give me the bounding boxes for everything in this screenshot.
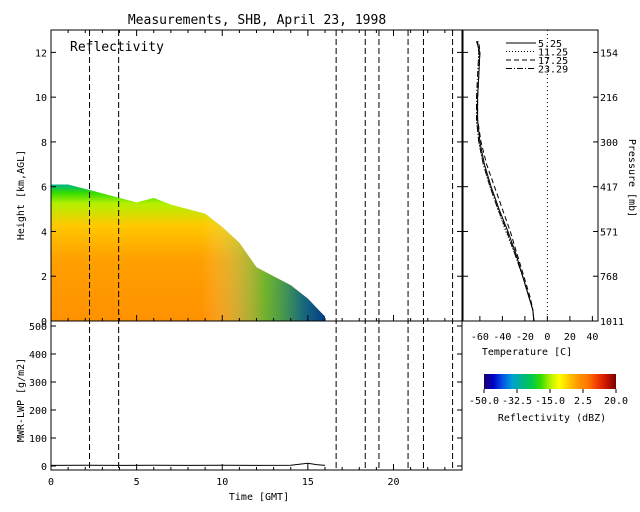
chart-title: Measurements, SHB, April 23, 1998 xyxy=(128,13,386,28)
y-tick-label: 10 xyxy=(35,93,47,104)
temp-profile-line xyxy=(476,41,535,322)
colorbar-tick-label: 2.5 xyxy=(574,396,592,407)
reflectivity-plot: 0 2 4 6 8 10 12 xyxy=(35,29,463,470)
colorbar-tick-label: -32.5 xyxy=(502,396,532,407)
y-tick-label: 12 xyxy=(35,48,47,59)
panel-label: Reflectivity xyxy=(70,40,164,55)
temp-profile-line xyxy=(476,41,535,322)
colorbar: -50.0 -32.5 -15.0 2.5 20.0 xyxy=(469,374,628,407)
y-tick-label: 6 xyxy=(41,183,47,194)
lwp-frame xyxy=(50,320,463,471)
lwp-y-tick-label: 400 xyxy=(29,350,47,361)
x-tick-label: 5 xyxy=(134,477,140,488)
pressure-tick-label: 417 xyxy=(600,183,618,194)
temp-profile-line xyxy=(475,41,535,322)
pressure-tick-label: 571 xyxy=(600,227,618,238)
colorbar-tick-label: 20.0 xyxy=(604,396,628,407)
legend-entry: 5.25 xyxy=(538,39,562,50)
temp-tick-label: 0 xyxy=(544,332,550,343)
lwp-y-tick-label: 200 xyxy=(29,406,47,417)
temp-tick-label: -60 xyxy=(471,332,489,343)
colorbar-strip xyxy=(484,374,616,389)
temp-x-axis-label: Temperature [C] xyxy=(482,347,572,358)
colorbar-label: Reflectivity (dBZ) xyxy=(498,413,606,424)
legend-entry: 11.25 xyxy=(538,48,568,59)
echo-edge xyxy=(51,184,325,321)
pressure-tick-label: 300 xyxy=(600,138,618,149)
x-tick-label: 20 xyxy=(387,477,399,488)
lwp-y-tick-label: 300 xyxy=(29,378,47,389)
lwp-y-tick-label: 500 xyxy=(29,322,47,333)
lwp-y-axis-label: MWR-LWP [g/m2] xyxy=(16,358,27,442)
temp-frame xyxy=(462,29,599,322)
colorbar-tick-label: -15.0 xyxy=(535,396,565,407)
pressure-tick-label: 216 xyxy=(600,93,618,104)
temp-profile-line xyxy=(477,41,535,322)
temp-tick-label: -40 xyxy=(493,332,511,343)
x-tick-label: 15 xyxy=(302,477,314,488)
y-tick-label: 8 xyxy=(41,138,47,149)
main-y-axis-label: Height [km,AGL] xyxy=(16,150,27,240)
x-tick-label: 0 xyxy=(48,477,54,488)
temperature-profile-plot: 154 216 300 417 571 768 1011 -60 -40 -20 0 20 40 5.25… xyxy=(462,29,624,343)
lwp-y-tick-label: 100 xyxy=(29,434,47,445)
pressure-tick-label: 154 xyxy=(600,48,618,59)
legend-entry: 17.25 xyxy=(538,56,568,67)
pressure-tick-label: 768 xyxy=(600,272,618,283)
colorbar-tick-label: -50.0 xyxy=(469,396,499,407)
y-tick-label: 0 xyxy=(41,317,47,328)
temp-tick-label: -20 xyxy=(516,332,534,343)
legend-entry: 23.29 xyxy=(538,65,568,76)
lwp-series-line xyxy=(50,462,326,466)
x-tick-label: 10 xyxy=(216,477,228,488)
y-tick-label: 2 xyxy=(41,272,47,283)
temp-tick-label: 20 xyxy=(564,332,576,343)
x-axis-label: Time [GMT] xyxy=(229,492,289,503)
y-tick-label: 4 xyxy=(41,227,47,238)
pressure-axis-label: Pressure [mb] xyxy=(626,139,637,217)
lwp-y-tick-label: 0 xyxy=(41,462,47,473)
temp-tick-label: 40 xyxy=(586,332,598,343)
pressure-tick-label: 1011 xyxy=(600,317,624,328)
